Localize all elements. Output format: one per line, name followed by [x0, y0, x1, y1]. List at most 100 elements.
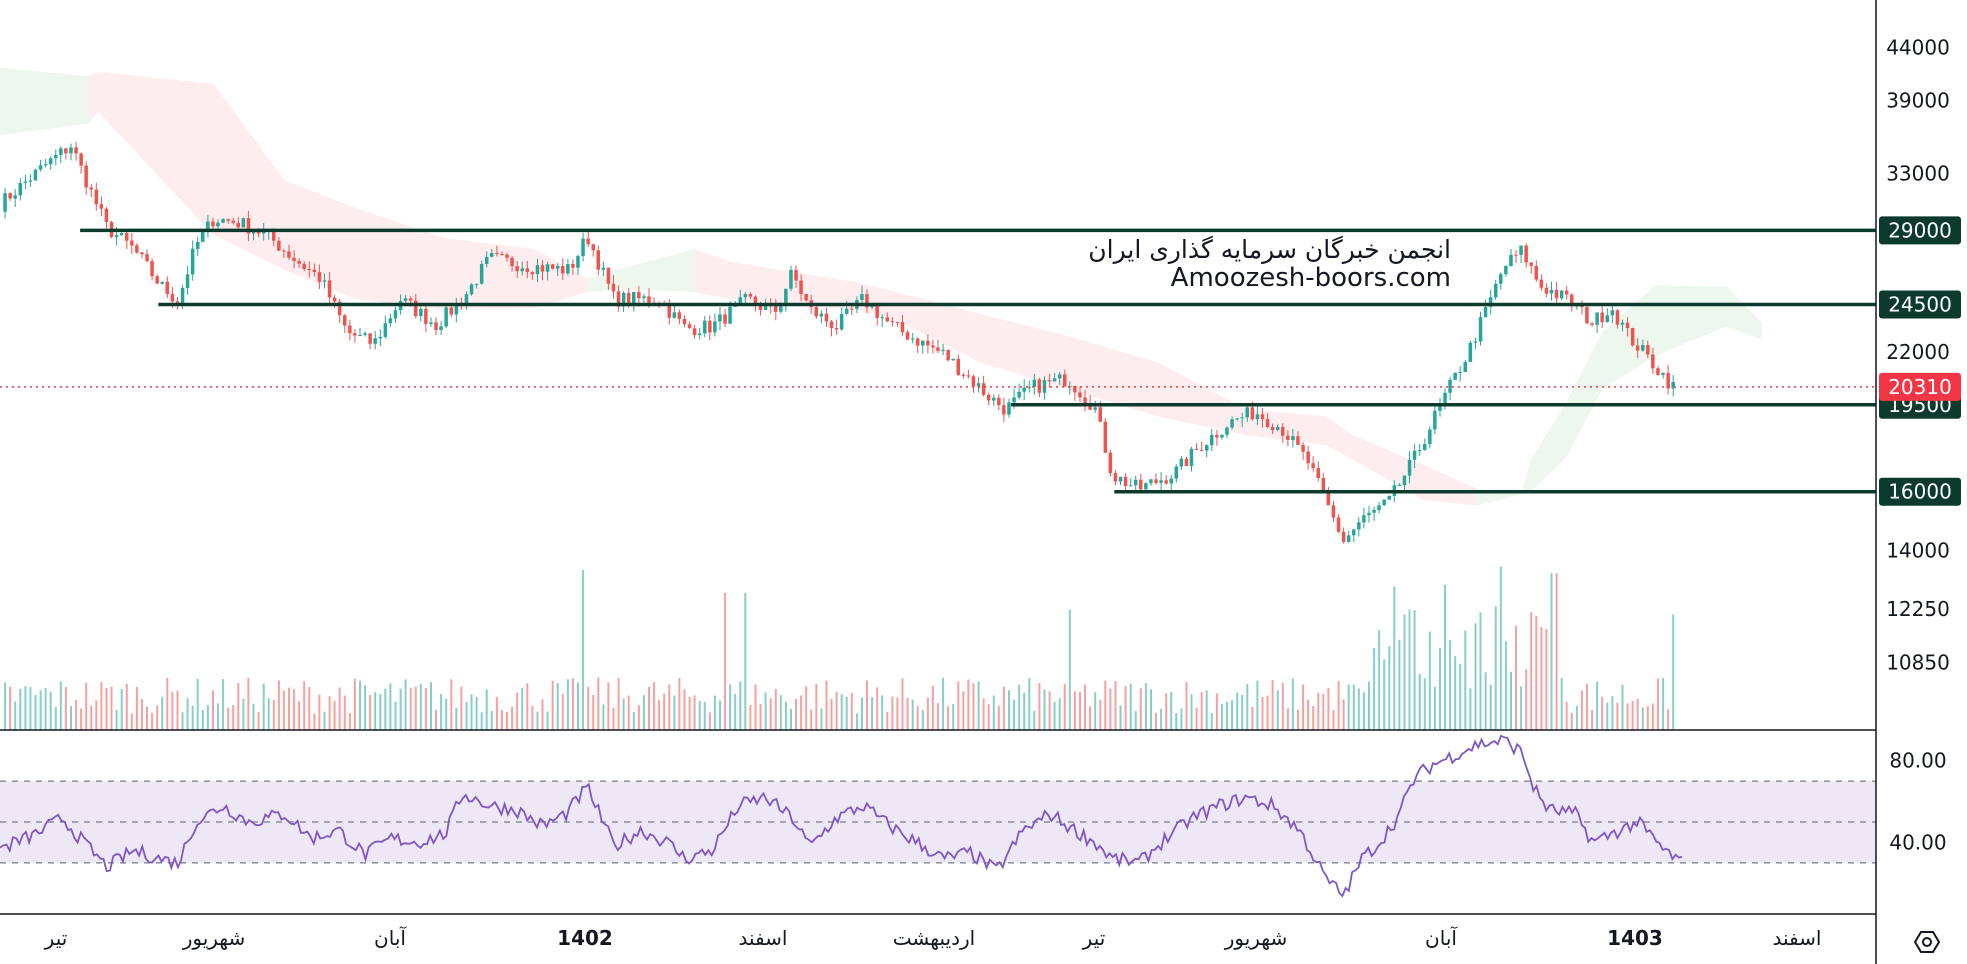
volume-bar	[577, 682, 579, 730]
ichimoku-cloud	[0, 67, 1763, 506]
candle-body	[545, 264, 550, 272]
candle-body	[1453, 372, 1457, 380]
volume-bar	[744, 593, 747, 730]
volume-bar	[1489, 684, 1492, 730]
candle-body	[566, 264, 570, 274]
candle-body	[763, 305, 768, 310]
candle-body	[449, 307, 453, 315]
candle-body	[1321, 478, 1326, 492]
volume-bar	[1028, 677, 1031, 730]
candle-body	[43, 164, 48, 166]
candle-body	[302, 263, 306, 269]
volume-bar	[1073, 691, 1076, 730]
volume-bar	[1013, 699, 1016, 730]
candle-body	[54, 155, 58, 159]
candle-body	[125, 233, 129, 241]
rsi-axis[interactable]: 80.00 40.00	[1889, 749, 1946, 855]
candle-body	[976, 383, 981, 387]
volume-bar	[1286, 708, 1289, 730]
candle-body	[1154, 479, 1158, 483]
time-label: 1402	[557, 926, 613, 950]
last-price-tag-label: 20310	[1888, 375, 1952, 399]
price-tag-label: 29000	[1888, 218, 1952, 242]
volume-bar	[1236, 692, 1239, 730]
volume-bar	[1459, 663, 1462, 730]
volume-bar	[1515, 625, 1517, 730]
volume-bar	[14, 701, 17, 730]
volume-bar	[607, 682, 610, 730]
candle-body	[1032, 379, 1037, 387]
volume-bar	[1302, 684, 1305, 730]
price-tag-label: 24500	[1888, 293, 1952, 317]
volume-bar	[95, 700, 98, 730]
watermark-site: Amoozesh-boors.com	[1171, 263, 1451, 293]
volume-bar	[1646, 706, 1649, 730]
volume-bar	[678, 678, 681, 730]
volume-bar	[754, 684, 757, 730]
candle-body	[1463, 361, 1467, 372]
volume-bar	[1291, 678, 1294, 730]
volume-bar	[470, 694, 473, 730]
volume-bar	[1256, 680, 1259, 730]
candle-body	[1494, 283, 1498, 298]
candle-body	[890, 321, 895, 323]
candle-body	[1245, 407, 1249, 418]
settings-hexagon-icon[interactable]	[1913, 931, 1941, 953]
candle-body	[221, 219, 225, 223]
price-axis[interactable]: 44000 39000 33000 22000 14000 12250 10850	[1886, 35, 1950, 674]
candle-body	[490, 253, 494, 257]
volume-bar	[328, 696, 331, 730]
volume-bar	[1667, 709, 1670, 730]
candles	[3, 141, 1675, 544]
volume-bar	[460, 686, 463, 730]
candle-body	[1103, 421, 1108, 453]
volume-bar	[713, 695, 716, 730]
candle-body	[337, 301, 342, 316]
candle-body	[1326, 491, 1331, 506]
candle-body	[246, 218, 251, 234]
volume-bar	[566, 679, 569, 730]
volume-bar	[734, 694, 737, 730]
candle-body	[632, 292, 636, 304]
candle-body	[556, 266, 560, 269]
volume-bar	[480, 712, 483, 730]
volume-bar	[1068, 609, 1071, 730]
candle-body	[1352, 529, 1356, 536]
candle-body	[900, 322, 905, 333]
candle-body	[916, 338, 920, 346]
candle-body	[454, 303, 459, 315]
candle-body	[1275, 426, 1280, 430]
candle-body	[1336, 517, 1341, 532]
volume-bar	[237, 683, 240, 730]
volume-bar	[556, 683, 559, 730]
candle-body	[682, 318, 687, 325]
candle-body	[292, 257, 296, 261]
cloud-segment	[854, 281, 890, 318]
candle-body	[1519, 245, 1523, 255]
candle-body	[190, 248, 195, 275]
candle-body	[1362, 515, 1366, 523]
candle-body	[1590, 323, 1594, 325]
volume-bar	[1119, 705, 1122, 730]
candle-body	[1372, 510, 1376, 513]
volume-bar	[637, 705, 640, 730]
candle-body	[687, 324, 692, 329]
volume-bar	[866, 680, 868, 730]
volume-bar	[1357, 688, 1360, 730]
time-axis[interactable]: تیر شهریور آبان 1402 اسفند اردیبهشت تیر شهریور آ…	[44, 925, 1822, 950]
candle-body	[1128, 485, 1133, 487]
volume-bar	[141, 698, 143, 730]
candle-body	[474, 283, 479, 285]
candle-body	[870, 305, 874, 308]
candle-body	[1098, 407, 1102, 422]
candle-body	[1524, 245, 1528, 263]
volume-bar	[1170, 691, 1173, 730]
candle-body	[1473, 341, 1478, 343]
volume-bar	[313, 713, 316, 730]
cloud-segment	[97, 71, 214, 236]
candle-body	[606, 267, 611, 284]
candle-body	[312, 269, 317, 273]
volume-bar	[521, 688, 524, 730]
candle-body	[758, 304, 763, 310]
